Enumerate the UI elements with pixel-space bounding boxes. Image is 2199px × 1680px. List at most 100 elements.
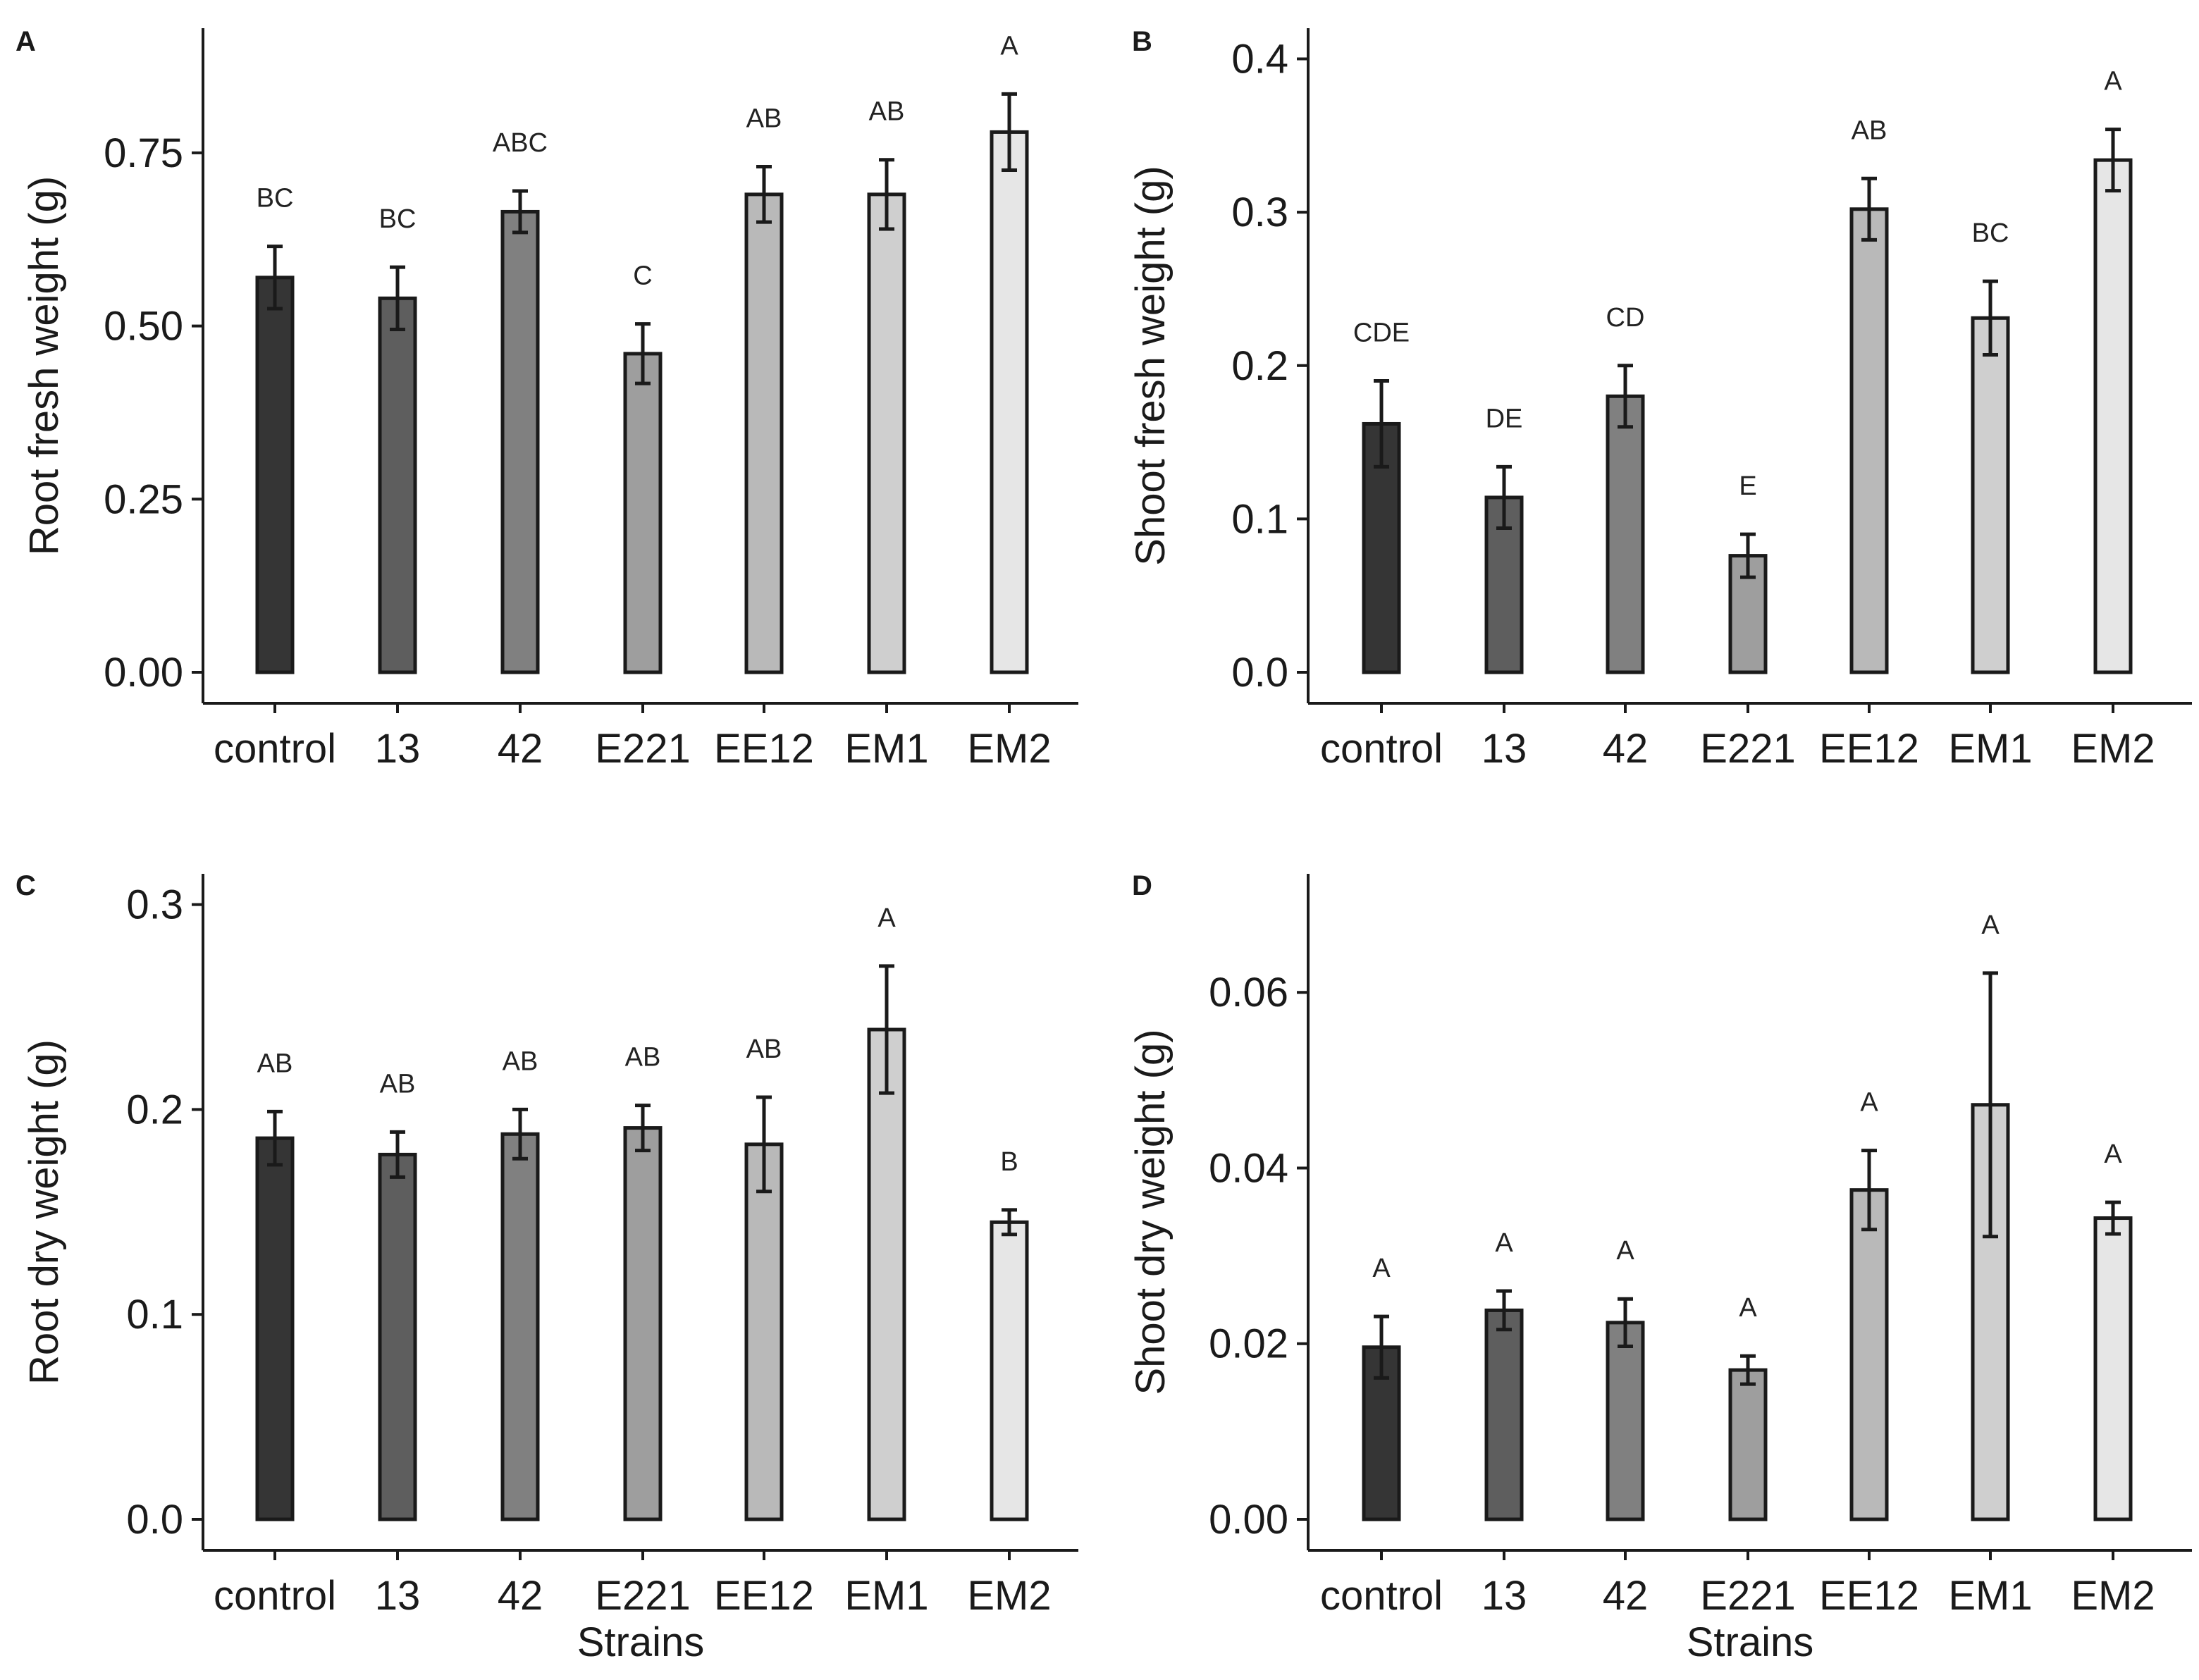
significance-letter: AB	[503, 1046, 538, 1076]
y-tick-label: 0.04	[1209, 1145, 1288, 1191]
significance-letter: A	[1616, 1236, 1634, 1266]
y-tick-label: 0.2	[126, 1087, 183, 1132]
significance-letter: AB	[746, 104, 782, 134]
x-tick-label: control	[1320, 1573, 1443, 1619]
x-tick-label: control	[214, 726, 336, 772]
y-tick-label: 0.06	[1209, 970, 1288, 1015]
significance-letter: A	[877, 903, 896, 933]
bar	[1606, 394, 1645, 674]
significance-letter: ABC	[493, 128, 548, 158]
significance-letter: A	[1000, 31, 1018, 61]
significance-letter: A	[2104, 1139, 2122, 1169]
bar	[1606, 1321, 1645, 1521]
significance-letter: C	[633, 261, 652, 291]
significance-letter: A	[1981, 910, 2000, 940]
bar	[990, 1220, 1029, 1521]
x-tick-label: 42	[1603, 1573, 1649, 1619]
y-tick-label: 0.0	[126, 1497, 183, 1543]
significance-letter: AB	[1852, 116, 1887, 145]
bar	[1849, 207, 1889, 674]
panel-letter: B	[1132, 26, 1152, 57]
significance-letter: CD	[1606, 303, 1645, 333]
y-tick-label: 0.50	[104, 304, 183, 350]
x-tick-label: EM1	[844, 1573, 928, 1619]
bar	[2093, 1216, 2133, 1521]
significance-letter: AB	[625, 1043, 661, 1073]
panel-b: B 0.0 0.1 0.2 0.3 0.4 Shoot fresh weight (g) CD…	[1128, 26, 2192, 772]
x-axis-title: Strains	[577, 1619, 705, 1665]
y-tick-label: 0.25	[104, 476, 183, 522]
y-tick-label: 0.00	[104, 650, 183, 696]
y-tick-label: 0.02	[1209, 1321, 1288, 1367]
panel-letter: D	[1132, 870, 1152, 901]
bar	[867, 1027, 906, 1521]
x-tick-label: EE12	[1819, 1573, 1919, 1619]
x-tick-label: EM1	[1948, 726, 2032, 772]
y-tick-label: 0.75	[104, 130, 183, 176]
significance-letter: BC	[379, 204, 417, 234]
significance-letter: A	[1495, 1228, 1513, 1258]
bar	[255, 276, 295, 674]
bar	[744, 1142, 784, 1521]
significance-letter: A	[2104, 67, 2122, 97]
y-tick-label: 0.4	[1231, 37, 1288, 82]
significance-letter: B	[1000, 1147, 1018, 1177]
panel-letter: C	[16, 870, 36, 901]
y-axis-title: Root fresh weight (g)	[21, 176, 67, 555]
x-tick-label: control	[214, 1573, 336, 1619]
significance-letter: AB	[380, 1069, 416, 1099]
x-axis-title: Strains	[1687, 1619, 1814, 1665]
bar	[623, 352, 663, 674]
significance-letter: BC	[257, 184, 294, 214]
y-axis-title: Root dry weight (g)	[21, 1039, 67, 1385]
x-tick-label: E221	[595, 1573, 690, 1619]
significance-letter: A	[1860, 1088, 1878, 1118]
x-tick-label: E221	[595, 726, 690, 772]
x-tick-label: 42	[498, 726, 543, 772]
significance-letter: BC	[1972, 218, 2009, 248]
bar	[1849, 1188, 1889, 1521]
x-tick-label: EE12	[714, 1573, 814, 1619]
significance-letter: A	[1372, 1254, 1391, 1283]
x-tick-label: 13	[375, 726, 421, 772]
y-axis-title: Shoot dry weight (g)	[1128, 1029, 1174, 1395]
x-tick-label: EM2	[967, 1573, 1051, 1619]
x-tick-label: EE12	[714, 726, 814, 772]
x-tick-label: EM2	[967, 726, 1051, 772]
bar	[255, 1136, 295, 1521]
panel-a: A 0.00 0.25 0.50 0.75 Root fresh weight (g) BC…	[16, 26, 1078, 772]
bar	[1484, 1308, 1524, 1521]
x-tick-label: EM1	[1948, 1573, 2032, 1619]
significance-letter: AB	[869, 97, 905, 127]
bar	[500, 209, 540, 674]
x-tick-label: 13	[375, 1573, 421, 1619]
y-axis-title: Shoot fresh weight (g)	[1128, 166, 1174, 565]
x-tick-label: control	[1320, 726, 1443, 772]
bar	[744, 192, 784, 674]
x-tick-label: 42	[498, 1573, 543, 1619]
y-tick-label: 0.0	[1231, 650, 1288, 696]
y-tick-label: 0.3	[1231, 190, 1288, 235]
bar	[378, 1152, 417, 1521]
y-tick-label: 0.1	[126, 1292, 183, 1338]
bar	[500, 1132, 540, 1521]
y-tick-label: 0.00	[1209, 1497, 1288, 1543]
x-tick-label: 13	[1482, 1573, 1527, 1619]
significance-letter: AB	[257, 1049, 293, 1078]
significance-letter: DE	[1486, 404, 1523, 433]
y-tick-label: 0.3	[126, 882, 183, 928]
bar	[990, 130, 1029, 674]
panel-letter: A	[16, 26, 36, 57]
x-tick-label: EM2	[2071, 1573, 2155, 1619]
bar	[1971, 1103, 2010, 1521]
y-tick-label: 0.2	[1231, 343, 1288, 389]
x-tick-label: 13	[1482, 726, 1527, 772]
bar	[2093, 158, 2133, 674]
x-tick-label: E221	[1700, 726, 1795, 772]
y-tick-label: 0.1	[1231, 496, 1288, 542]
x-tick-label: EM2	[2071, 726, 2155, 772]
x-tick-label: E221	[1700, 1573, 1795, 1619]
